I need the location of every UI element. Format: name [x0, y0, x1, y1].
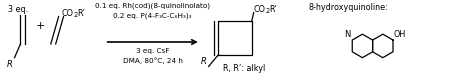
Text: CO: CO — [62, 9, 73, 18]
Text: 0.1 eq. Rh(cod)(8-quinolinolato): 0.1 eq. Rh(cod)(8-quinolinolato) — [95, 3, 210, 9]
Text: DMA, 80°C, 24 h: DMA, 80°C, 24 h — [123, 58, 182, 64]
Text: R, R’: alkyl: R, R’: alkyl — [223, 64, 265, 73]
Text: 8-hydroxyquinoline:: 8-hydroxyquinoline: — [309, 3, 388, 12]
Text: 3 eq. CsF: 3 eq. CsF — [136, 48, 169, 54]
Text: 0.2 eq. P(4-F₃C-C₆H₃)₃: 0.2 eq. P(4-F₃C-C₆H₃)₃ — [113, 13, 192, 19]
Text: OH: OH — [394, 30, 406, 39]
Text: R’: R’ — [77, 9, 85, 18]
Text: N: N — [344, 30, 350, 39]
Text: 2: 2 — [265, 8, 270, 14]
Text: R: R — [7, 60, 13, 69]
Text: R: R — [201, 57, 207, 66]
Text: R’: R’ — [269, 5, 277, 14]
Text: 3 eq.: 3 eq. — [8, 5, 28, 14]
Text: CO: CO — [254, 5, 265, 14]
Text: 2: 2 — [73, 12, 78, 18]
Text: +: + — [36, 21, 45, 31]
